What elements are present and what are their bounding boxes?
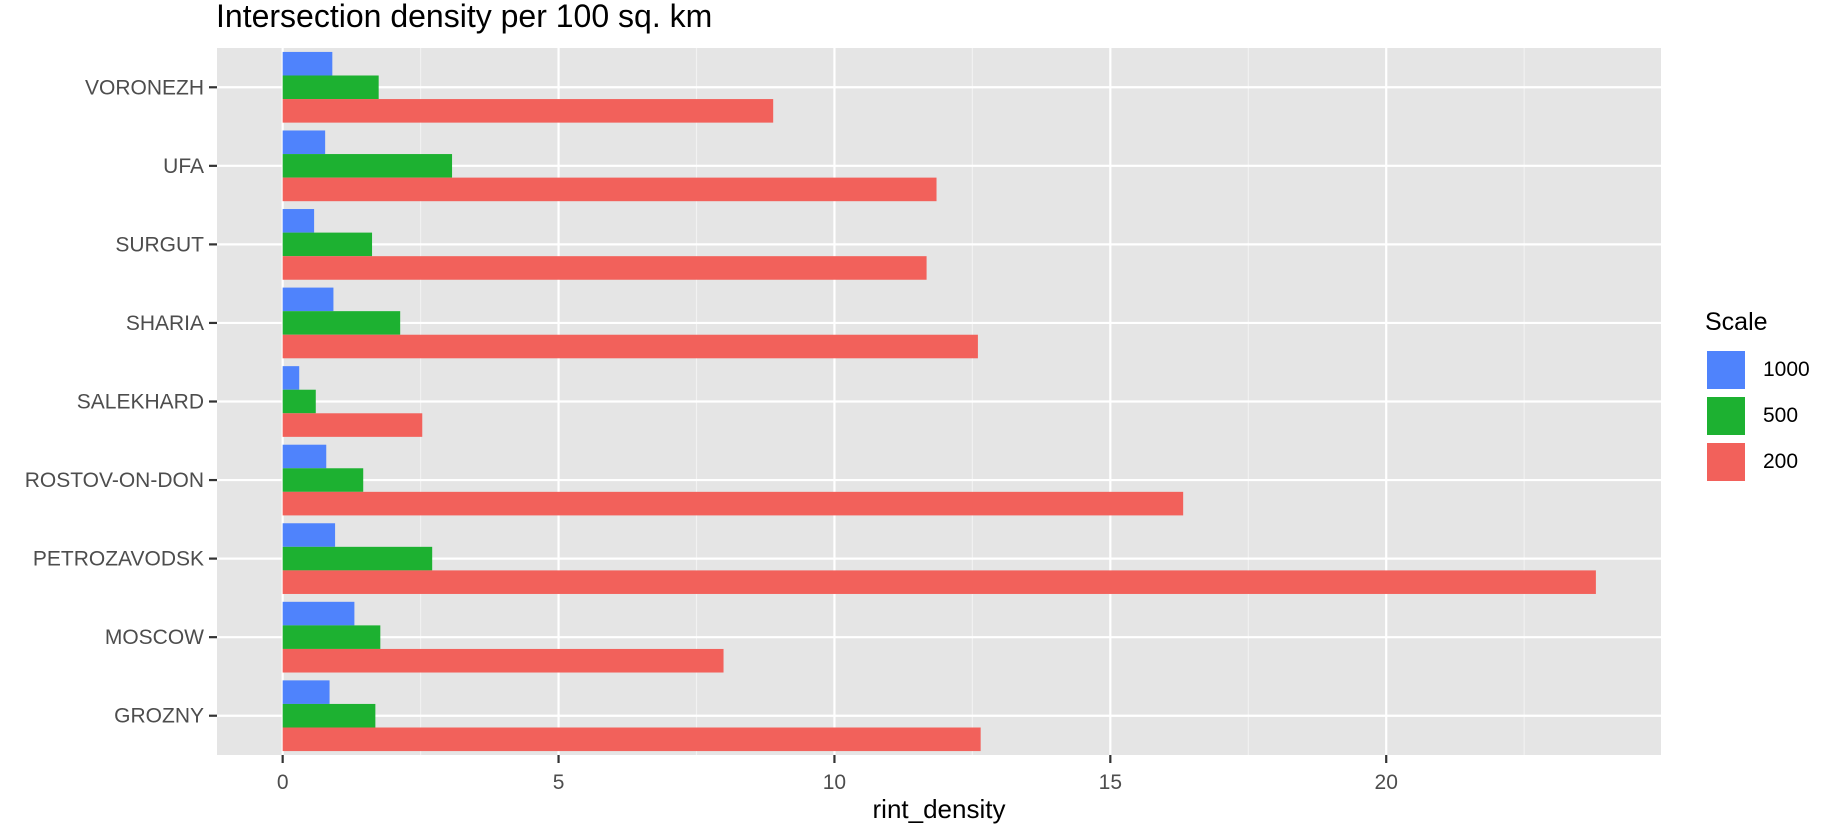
- bar-200-surgut: [282, 256, 927, 280]
- x-tick-label: 15: [1099, 771, 1122, 794]
- bar-200-petrozavodsk: [282, 570, 1596, 594]
- bar-200-voronezh: [282, 99, 774, 123]
- legend-title: Scale: [1705, 308, 1768, 336]
- chart-title: Intersection density per 100 sq. km: [216, 0, 713, 34]
- legend-item-500: 500: [1705, 393, 1810, 439]
- y-tick-label: UFA: [163, 155, 204, 178]
- y-tick-label: SURGUT: [115, 233, 204, 256]
- x-tick-label: 0: [277, 771, 289, 794]
- bar-500-surgut: [282, 232, 373, 257]
- bar-500-ufa: [282, 154, 453, 178]
- bar-500-petrozavodsk: [282, 546, 433, 571]
- x-axis-label: rint_density: [873, 794, 1006, 824]
- bar-1000-surgut: [282, 209, 315, 233]
- y-tick-label: PETROZAVODSK: [33, 548, 204, 571]
- bar-500-voronezh: [282, 75, 379, 100]
- y-tick-label: MOSCOW: [105, 626, 204, 649]
- legend-item-200: 200: [1705, 439, 1810, 485]
- bar-500-sharia: [282, 311, 401, 335]
- y-tick-label: VORONEZH: [85, 76, 204, 99]
- y-tick-label: GROZNY: [114, 705, 204, 728]
- bar-500-moscow: [282, 625, 381, 649]
- legend-key-200: [1705, 441, 1747, 483]
- bar-1000-rostov-on-don: [282, 444, 327, 469]
- bar-200-grozny: [282, 727, 981, 752]
- legend-label-500: 500: [1763, 404, 1799, 427]
- legend-key-1000: [1705, 349, 1747, 391]
- bar-200-salekhard: [282, 413, 423, 437]
- bar-200-sharia: [282, 334, 978, 359]
- bar-1000-voronezh: [282, 51, 333, 76]
- legend: Scale 1000 500 200: [1705, 308, 1810, 485]
- legend-label-1000: 1000: [1763, 358, 1810, 381]
- bar-200-moscow: [282, 648, 724, 673]
- bar-1000-petrozavodsk: [282, 523, 336, 547]
- bar-500-grozny: [282, 703, 376, 728]
- bar-200-ufa: [282, 177, 937, 202]
- legend-item-1000: 1000: [1705, 347, 1810, 393]
- x-tick-label: 5: [553, 771, 565, 794]
- legend-key-500: [1705, 395, 1747, 437]
- bar-1000-sharia: [282, 287, 334, 312]
- bar-1000-salekhard: [282, 366, 300, 390]
- y-tick-label: SHARIA: [126, 312, 204, 335]
- bar-1000-ufa: [282, 130, 326, 155]
- bar-200-rostov-on-don: [282, 491, 1184, 516]
- legend-label-200: 200: [1763, 450, 1799, 473]
- bar-500-rostov-on-don: [282, 468, 364, 492]
- y-tick-label: ROSTOV-ON-DON: [25, 469, 204, 492]
- bar-500-salekhard: [282, 389, 316, 414]
- bar-1000-moscow: [282, 601, 355, 626]
- x-tick-label: 10: [823, 771, 846, 794]
- y-tick-label: SALEKHARD: [77, 391, 204, 414]
- bar-1000-grozny: [282, 680, 330, 704]
- x-tick-label: 20: [1375, 771, 1398, 794]
